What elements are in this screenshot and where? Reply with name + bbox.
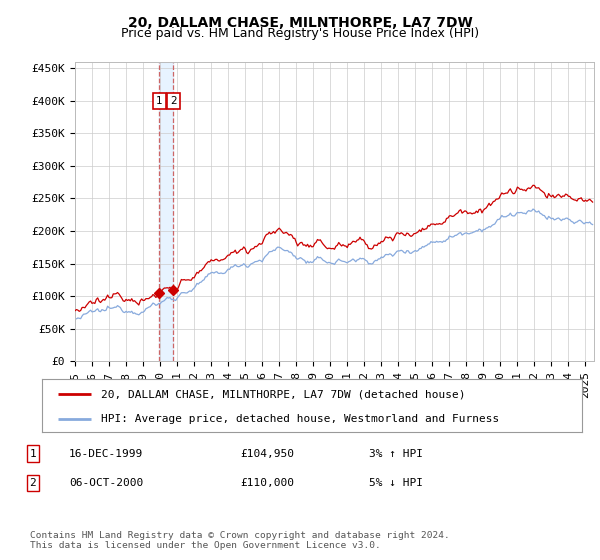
- Text: 2: 2: [170, 96, 176, 106]
- Text: 20, DALLAM CHASE, MILNTHORPE, LA7 7DW: 20, DALLAM CHASE, MILNTHORPE, LA7 7DW: [128, 16, 472, 30]
- Text: Price paid vs. HM Land Registry's House Price Index (HPI): Price paid vs. HM Land Registry's House …: [121, 27, 479, 40]
- Text: HPI: Average price, detached house, Westmorland and Furness: HPI: Average price, detached house, West…: [101, 414, 500, 424]
- Bar: [160, 62, 173, 361]
- Text: 1: 1: [29, 449, 37, 459]
- Text: 1: 1: [156, 96, 163, 106]
- Text: Contains HM Land Registry data © Crown copyright and database right 2024.
This d: Contains HM Land Registry data © Crown c…: [30, 531, 450, 550]
- Text: 5% ↓ HPI: 5% ↓ HPI: [369, 478, 423, 488]
- Text: 16-DEC-1999: 16-DEC-1999: [69, 449, 143, 459]
- Text: 3% ↑ HPI: 3% ↑ HPI: [369, 449, 423, 459]
- Text: 2: 2: [29, 478, 37, 488]
- Text: 06-OCT-2000: 06-OCT-2000: [69, 478, 143, 488]
- Text: £110,000: £110,000: [240, 478, 294, 488]
- Text: 20, DALLAM CHASE, MILNTHORPE, LA7 7DW (detached house): 20, DALLAM CHASE, MILNTHORPE, LA7 7DW (d…: [101, 389, 466, 399]
- Text: £104,950: £104,950: [240, 449, 294, 459]
